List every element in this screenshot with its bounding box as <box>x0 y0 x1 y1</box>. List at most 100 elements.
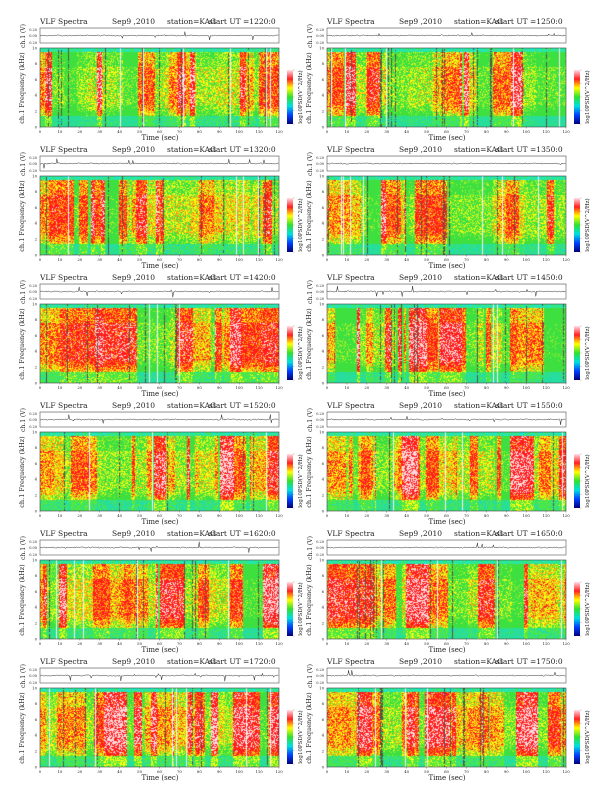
spectrogram-frame <box>326 559 567 640</box>
panel-station: station=KAG <box>454 657 503 666</box>
panel-date: Sep9 ,2010 <box>112 657 155 666</box>
y-tick-label: 8 <box>322 317 325 322</box>
waveform-tick-label: 0.00 <box>29 162 37 166</box>
y-tick-label: 8 <box>322 189 325 194</box>
spectrogram-heatmap <box>40 304 279 383</box>
x-tick-label: 0 <box>326 641 329 646</box>
x-tick-label: 80 <box>484 129 489 134</box>
y-axis-label: ch.1 Frequency (kHz) <box>18 52 26 124</box>
colorbar-label: log10PSD(V^2/Hz) <box>584 70 591 123</box>
x-tick-label: 10 <box>344 129 349 134</box>
y-tick-label: 4 <box>322 221 325 226</box>
spectrogram-heatmap <box>40 688 279 767</box>
y-tick-label: 2 <box>35 365 38 370</box>
x-tick-label: 10 <box>57 257 62 262</box>
colorbar-label: log10PSD(V^2/Hz) <box>584 454 591 507</box>
panel-station: station=KAG <box>167 529 216 538</box>
panel-station: station=KAG <box>454 529 503 538</box>
x-tick-label: 120 <box>562 641 570 646</box>
x-tick-label: 120 <box>275 129 283 134</box>
y-tick-label: 4 <box>35 221 38 226</box>
x-tick-label: 10 <box>344 769 349 774</box>
x-tick-label: 90 <box>217 769 222 774</box>
waveform-line <box>40 414 279 424</box>
x-tick-label: 90 <box>217 385 222 390</box>
panel-start-ut: start UT =1250:0 <box>496 17 563 26</box>
spectra-panel: VLF Spectra Sep9 ,2010 station=KAG start UT… <box>287 0 591 142</box>
x-tick-label: 100 <box>236 129 244 134</box>
y-tick-label: 0 <box>322 124 325 129</box>
x-tick-label: 110 <box>542 129 550 134</box>
spectrogram-heatmap <box>327 560 566 639</box>
y-tick-label: 6 <box>322 77 325 82</box>
x-tick-label: 20 <box>77 641 82 646</box>
x-tick-label: 10 <box>57 385 62 390</box>
waveform-tick-label: 0.00 <box>29 418 37 422</box>
panel-start-ut: start UT =1720:0 <box>209 657 276 666</box>
panel-station: station=KAG <box>454 401 503 410</box>
y-tick-label: 10 <box>32 429 37 434</box>
y-tick-label: 4 <box>322 733 325 738</box>
x-tick-label: 30 <box>384 769 389 774</box>
y-tick-label: 4 <box>35 605 38 610</box>
y-tick-label: 0 <box>322 252 325 257</box>
panel-title: VLF Spectra <box>39 401 88 410</box>
x-tick-label: 70 <box>177 257 182 262</box>
waveform-line <box>326 32 566 37</box>
x-tick-label: 60 <box>444 769 449 774</box>
x-axis-label: Time (sec) <box>428 518 465 526</box>
waveform-line <box>39 541 279 553</box>
panel-title: VLF Spectra <box>39 657 88 666</box>
x-tick-label: 100 <box>523 257 531 262</box>
waveform-tick-label: 0.20 <box>316 553 324 557</box>
y-tick-label: 2 <box>322 365 325 370</box>
x-tick-label: 120 <box>275 513 283 518</box>
panel-date: Sep9 ,2010 <box>399 273 442 282</box>
y-tick-label: 8 <box>322 61 325 66</box>
waveform-ylabel: ch.1 (V) <box>20 536 27 560</box>
y-tick-label: 4 <box>35 733 38 738</box>
y-tick-label: 4 <box>35 349 38 354</box>
panel-date: Sep9 ,2010 <box>112 17 155 26</box>
x-tick-label: 50 <box>424 385 429 390</box>
x-axis-label: Time (sec) <box>141 390 178 398</box>
waveform-line <box>326 670 566 677</box>
x-tick-label: 120 <box>562 513 570 518</box>
y-tick-label: 6 <box>322 205 325 210</box>
panel-title: VLF Spectra <box>326 145 375 154</box>
spectrogram-heatmap <box>40 48 279 127</box>
x-tick-label: 100 <box>236 385 244 390</box>
y-tick-label: 4 <box>322 349 325 354</box>
x-tick-label: 0 <box>326 129 329 134</box>
y-tick-label: 6 <box>35 461 38 466</box>
spectrogram-frame <box>39 559 280 640</box>
spectrogram-heatmap <box>40 176 279 255</box>
x-tick-label: 40 <box>404 769 409 774</box>
x-tick-label: 50 <box>424 769 429 774</box>
y-tick-label: 6 <box>322 461 325 466</box>
colorbar-label: log10PSD(V^2/Hz) <box>297 326 304 379</box>
x-tick-label: 30 <box>97 385 102 390</box>
panel-date: Sep9 ,2010 <box>112 529 155 538</box>
x-tick-label: 60 <box>444 257 449 262</box>
x-tick-label: 30 <box>97 513 102 518</box>
waveform-tick-label: 0.20 <box>316 297 324 301</box>
x-tick-label: 120 <box>275 257 283 262</box>
x-tick-label: 10 <box>344 513 349 518</box>
y-axis-label: ch.1 Frequency (kHz) <box>18 564 26 636</box>
panel-title: VLF Spectra <box>326 657 375 666</box>
x-tick-label: 70 <box>464 129 469 134</box>
colorbar-label: log10PSD(V^2/Hz) <box>584 710 591 763</box>
x-tick-label: 40 <box>404 641 409 646</box>
y-axis-label: ch.1 Frequency (kHz) <box>305 564 313 636</box>
x-tick-label: 80 <box>197 769 202 774</box>
x-tick-label: 10 <box>57 769 62 774</box>
x-tick-label: 70 <box>177 641 182 646</box>
x-tick-label: 20 <box>364 769 369 774</box>
waveform-tick-label: 0.20 <box>316 28 324 32</box>
x-tick-label: 90 <box>504 513 509 518</box>
x-tick-label: 70 <box>177 513 182 518</box>
